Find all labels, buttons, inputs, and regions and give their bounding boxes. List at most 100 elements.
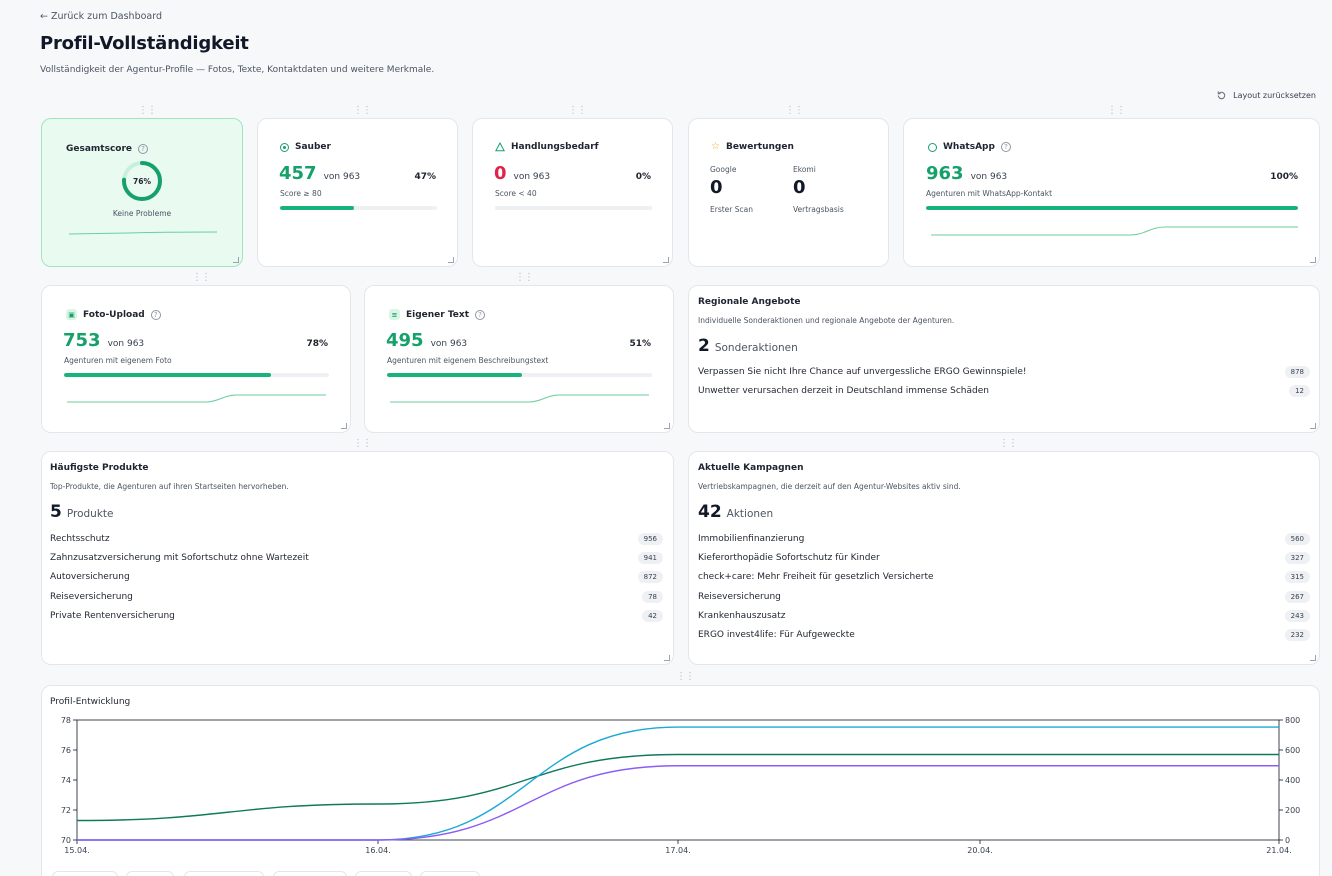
series-toggle[interactable] bbox=[420, 871, 480, 876]
text-value: 495 bbox=[386, 330, 424, 351]
count-badge: 12 bbox=[1289, 385, 1310, 397]
handlungsbedarf-note: Score < 40 bbox=[495, 189, 537, 198]
list-item[interactable]: Reiseversicherung 267 bbox=[698, 591, 1310, 603]
list-item[interactable]: Immobilienfinanzierung 560 bbox=[698, 533, 1310, 545]
resize-handle[interactable] bbox=[1310, 423, 1316, 429]
drag-handle[interactable]: ⋮⋮ bbox=[568, 105, 587, 116]
list-item[interactable]: Kieferorthopädie Sofortschutz für Kinder… bbox=[698, 552, 1310, 564]
x-tick-label: 15.04. bbox=[64, 846, 89, 855]
series-toggle[interactable] bbox=[355, 871, 412, 876]
resize-handle[interactable] bbox=[1310, 655, 1316, 661]
text-of: von 963 bbox=[430, 339, 468, 349]
plot-frame bbox=[76, 719, 1280, 841]
resize-handle[interactable] bbox=[664, 655, 670, 661]
products-count: 5 Produkte bbox=[50, 502, 113, 522]
resize-handle[interactable] bbox=[233, 257, 239, 263]
score-gauge: 76% bbox=[122, 161, 162, 201]
bewertungen-title-row: ☆ Bewertungen bbox=[711, 142, 794, 153]
foto-sparkline bbox=[67, 394, 326, 403]
whatsapp-value-row: 963 von 963 bbox=[926, 163, 1007, 184]
sauber-title: Sauber bbox=[295, 142, 331, 152]
chat-icon bbox=[928, 142, 937, 152]
campaigns-count-unit: Aktionen bbox=[726, 508, 774, 520]
list-item-label: Private Rentenversicherung bbox=[50, 611, 175, 621]
regional-title: Regionale Angebote bbox=[698, 297, 801, 307]
ekomi-note: Vertragsbasis bbox=[793, 205, 844, 214]
series-toggle[interactable] bbox=[126, 871, 174, 876]
profile-development-card: Profil-Entwicklung bbox=[41, 685, 1320, 876]
resize-handle[interactable] bbox=[448, 257, 454, 263]
series-toggle[interactable] bbox=[184, 871, 264, 876]
list-item[interactable]: Unwetter verursachen derzeit in Deutschl… bbox=[698, 385, 1310, 397]
drag-handle[interactable]: ⋮⋮ bbox=[138, 105, 157, 116]
series-line-1 bbox=[77, 726, 1279, 841]
list-item[interactable]: Rechtsschutz 956 bbox=[50, 533, 663, 545]
help-icon[interactable]: ? bbox=[150, 309, 161, 320]
list-item[interactable]: check+care: Mehr Freiheit für gesetzlich… bbox=[698, 571, 1310, 583]
help-icon[interactable]: ? bbox=[475, 309, 486, 320]
list-item-label: Verpassen Sie nicht Ihre Chance auf unve… bbox=[698, 367, 1027, 377]
help-icon[interactable]: ? bbox=[1000, 142, 1011, 152]
foto-value-row: 753 von 963 bbox=[63, 330, 144, 351]
drag-handle[interactable]: ⋮⋮ bbox=[192, 272, 211, 283]
list-item[interactable]: Krankenhauszusatz 243 bbox=[698, 610, 1310, 622]
count-badge: 560 bbox=[1284, 533, 1310, 545]
y-tick-label-left: 76 bbox=[61, 746, 71, 755]
list-item[interactable]: ERGO invest4life: Für Aufgeweckte 232 bbox=[698, 629, 1310, 641]
foto-progress-bar bbox=[64, 373, 329, 377]
series-toggle[interactable] bbox=[52, 871, 118, 876]
whatsapp-progress-bar bbox=[926, 206, 1298, 210]
whatsapp-value: 963 bbox=[926, 163, 964, 184]
drag-handle[interactable]: ⋮⋮ bbox=[1107, 105, 1126, 116]
count-badge: 327 bbox=[1284, 552, 1310, 564]
text-title-row: ≡ Eigener Text ? bbox=[389, 309, 486, 320]
gesamtscore-title-row: Gesamtscore ? bbox=[66, 144, 149, 154]
drag-handle[interactable]: ⋮⋮ bbox=[515, 272, 534, 283]
ekomi-value: 0 bbox=[793, 177, 806, 198]
regional-count-unit: Sonderaktionen bbox=[714, 342, 798, 354]
handlungsbedarf-title: Handlungsbedarf bbox=[511, 142, 599, 152]
y-tick-label-right: 400 bbox=[1285, 776, 1300, 785]
warning-icon bbox=[495, 142, 505, 152]
whatsapp-card: WhatsApp ? 963 von 963 100% Agenturen mi… bbox=[903, 118, 1320, 267]
list-item[interactable]: Reiseversicherung 78 bbox=[50, 591, 663, 603]
list-item[interactable]: Zahnzusatzversicherung mit Sofortschutz … bbox=[50, 552, 663, 564]
list-item-label: Immobilienfinanzierung bbox=[698, 534, 805, 544]
back-to-dashboard-link[interactable]: ← Zurück zum Dashboard bbox=[40, 11, 163, 22]
drag-handle[interactable]: ⋮⋮ bbox=[676, 671, 695, 682]
list-item-label: Rechtsschutz bbox=[50, 534, 110, 544]
help-icon[interactable]: ? bbox=[138, 144, 149, 154]
resize-handle[interactable] bbox=[341, 423, 347, 429]
series-toggle[interactable] bbox=[273, 871, 347, 876]
gauge-value: 76% bbox=[133, 177, 151, 186]
foto-upload-card: ▣ Foto-Upload ? 753 von 963 78% Agenture… bbox=[41, 285, 351, 433]
list-item-label: ERGO invest4life: Für Aufgeweckte bbox=[698, 630, 855, 640]
list-item[interactable]: Private Rentenversicherung 42 bbox=[50, 610, 663, 622]
list-item[interactable]: Verpassen Sie nicht Ihre Chance auf unve… bbox=[698, 366, 1310, 378]
drag-handle[interactable]: ⋮⋮ bbox=[999, 438, 1018, 449]
text-progress-bar bbox=[387, 373, 652, 377]
page-title: Profil-Vollständigkeit bbox=[40, 33, 249, 54]
products-subtitle: Top-Produkte, die Agenturen auf ihren St… bbox=[50, 482, 289, 491]
handlungsbedarf-of: von 963 bbox=[513, 172, 551, 182]
resize-handle[interactable] bbox=[663, 257, 669, 263]
handlungsbedarf-value-row: 0 von 963 bbox=[494, 163, 550, 184]
google-note: Erster Scan bbox=[710, 205, 753, 214]
drag-handle[interactable]: ⋮⋮ bbox=[353, 105, 372, 116]
foto-value: 753 bbox=[63, 330, 101, 351]
drag-handle[interactable]: ⋮⋮ bbox=[353, 438, 372, 449]
foto-pct: 78% bbox=[306, 339, 328, 349]
count-badge: 941 bbox=[637, 552, 663, 564]
reset-layout-button[interactable]: Layout zurücksetzen bbox=[1216, 90, 1316, 101]
campaigns-title: Aktuelle Kampagnen bbox=[698, 463, 804, 473]
count-badge: 78 bbox=[642, 591, 663, 603]
count-badge: 872 bbox=[637, 571, 663, 583]
resize-handle[interactable] bbox=[664, 423, 670, 429]
profile-development-chart: 70 72 74 76 78 0 200 400 600 800 15.04. 16.04. 17.04… bbox=[61, 716, 1300, 855]
list-item[interactable]: Autoversicherung 872 bbox=[50, 571, 663, 583]
resize-handle[interactable] bbox=[1310, 257, 1316, 263]
drag-handle[interactable]: ⋮⋮ bbox=[785, 105, 804, 116]
page-subtitle: Vollständigkeit der Agentur-Profile — Fo… bbox=[40, 65, 435, 75]
products-count-unit: Produkte bbox=[66, 508, 114, 520]
document-icon: ≡ bbox=[389, 309, 400, 320]
